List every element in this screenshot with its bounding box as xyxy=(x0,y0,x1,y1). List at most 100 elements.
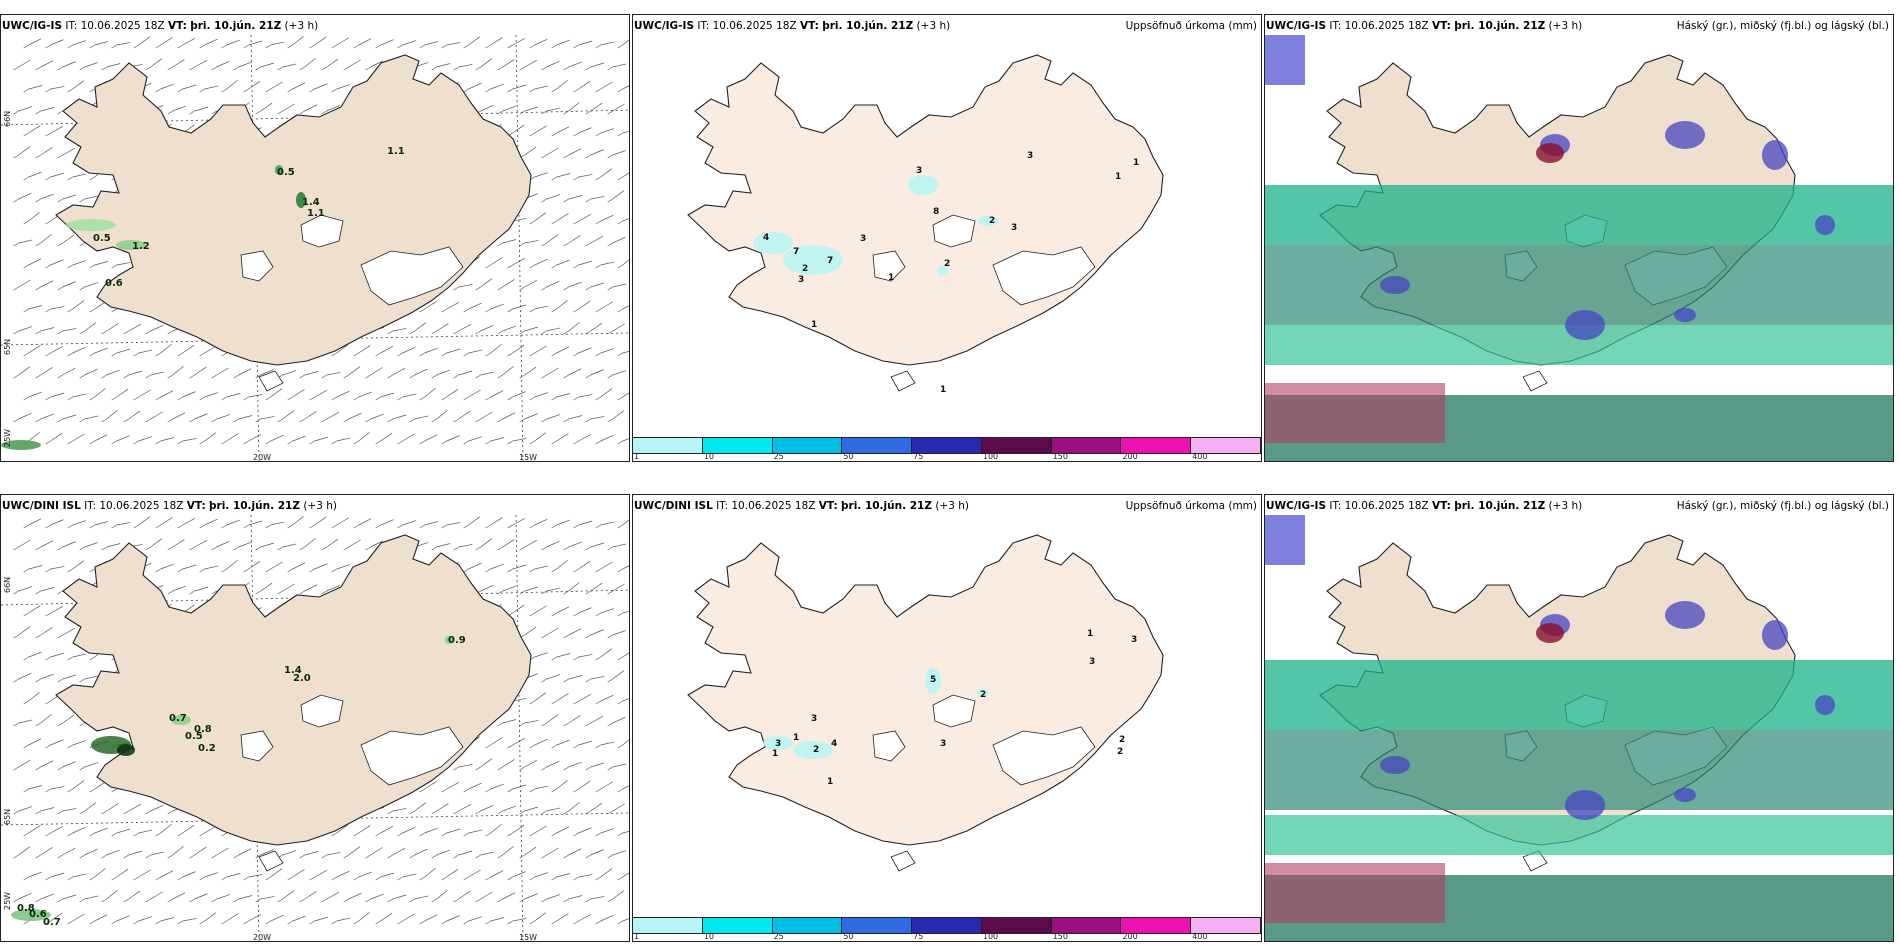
wind-barb-flag xyxy=(595,876,601,881)
wind-barb-flag xyxy=(607,66,613,71)
wind-barb xyxy=(84,802,97,812)
wind-barb xyxy=(172,892,186,900)
wind-barb xyxy=(424,41,439,46)
wind-barb-flag xyxy=(497,546,503,551)
wind-barb xyxy=(502,805,516,812)
wind-barb-flag xyxy=(321,66,327,71)
wind-barb xyxy=(534,125,547,134)
wind-barb-flag xyxy=(617,832,623,837)
wind-barb-flag xyxy=(409,898,415,903)
wind-barb xyxy=(40,847,53,856)
lat-label: 65N xyxy=(3,338,12,355)
wind-barb xyxy=(84,62,99,68)
wind-barb xyxy=(304,851,319,856)
wind-barb-flag xyxy=(189,66,195,71)
wind-barb xyxy=(282,410,295,420)
wind-barb xyxy=(248,874,263,878)
wind-barb xyxy=(468,829,483,834)
wind-barb xyxy=(436,803,449,812)
wind-barb-flag xyxy=(123,374,129,379)
glacier-outline xyxy=(872,250,906,282)
wind-barb xyxy=(326,372,341,376)
iceland-map xyxy=(687,534,1164,872)
wind-barb xyxy=(72,653,87,658)
wind-barb-flag xyxy=(133,832,139,837)
wind-barb-flag xyxy=(563,678,569,683)
wind-barb xyxy=(106,803,119,812)
wind-barb xyxy=(534,305,549,310)
wind-barb xyxy=(622,218,629,222)
wind-barb-flag xyxy=(563,198,569,203)
wind-barb-flag xyxy=(585,898,591,903)
panel-wind-row1: UWC/IG-IS IT: 10.06.2025 18Z VT: þri. 10… xyxy=(0,14,630,462)
wind-barb xyxy=(270,868,283,878)
wind-value: 0.5 xyxy=(93,233,111,244)
wind-barb-flag xyxy=(101,810,107,815)
wind-barb xyxy=(490,783,504,790)
wind-barb-flag xyxy=(45,700,51,705)
precip-value: 2 xyxy=(944,259,951,269)
wind-barb-flag xyxy=(607,286,613,291)
mid-cloud-blob xyxy=(1762,140,1788,170)
wind-barb xyxy=(380,392,395,398)
wind-barb xyxy=(512,84,527,90)
wind-barb xyxy=(480,538,493,548)
wind-barb xyxy=(50,826,64,834)
wind-barb-flag xyxy=(199,876,205,881)
wind-barb-flag xyxy=(529,700,535,705)
wind-barb-flag xyxy=(595,132,601,137)
panel-header: UWC/DINI ISL IT: 10.06.2025 18Z VT: þri.… xyxy=(634,500,969,512)
wind-barb xyxy=(358,871,372,878)
wind-barb-flag xyxy=(57,154,63,159)
wind-barb xyxy=(204,38,218,46)
wind-barb xyxy=(358,518,372,526)
wind-barb-flag xyxy=(419,396,425,401)
wind-barb xyxy=(490,257,503,266)
wind-barb xyxy=(380,826,394,834)
wind-barb-flag xyxy=(519,330,525,335)
wind-barb-flag xyxy=(79,66,85,71)
wind-barb xyxy=(436,849,450,856)
wind-barb-flag xyxy=(23,44,29,49)
wind-barb-flag xyxy=(573,176,579,181)
wind-barb-flag xyxy=(167,590,173,595)
wind-barb xyxy=(18,59,31,68)
wind-barb-flag xyxy=(375,352,381,357)
wind-barb-flag xyxy=(529,788,535,793)
precip-patches xyxy=(11,636,453,921)
wind-barb xyxy=(150,371,165,376)
wind-barb-flag xyxy=(541,810,547,815)
wind-barb-flag xyxy=(167,418,173,423)
wind-barb xyxy=(512,824,525,834)
wind-barb-flag xyxy=(541,418,547,423)
wind-barb-flag xyxy=(57,66,63,71)
wind-barb-flag xyxy=(541,374,547,379)
wind-barb xyxy=(138,36,151,46)
wind-barb xyxy=(512,258,526,266)
wind-barb xyxy=(116,388,129,398)
wind-barb xyxy=(216,894,231,900)
wind-barb-flag xyxy=(563,766,569,771)
wind-barb-flag xyxy=(453,898,459,903)
wind-barb-flag xyxy=(155,568,161,573)
wind-barb xyxy=(106,323,119,332)
wind-barb xyxy=(578,914,592,922)
precip-area xyxy=(978,216,998,226)
wind-barb-flag xyxy=(45,264,51,269)
precip-patch xyxy=(116,240,146,250)
wind-barb xyxy=(568,895,583,900)
colorbar-ticks: 1 10 25 50 75 100 150 200 400 xyxy=(633,932,1261,941)
wind-value: 0.5 xyxy=(277,167,295,178)
wind-barb xyxy=(62,281,76,288)
colorbar-tick-label: 200 xyxy=(1122,452,1138,461)
wind-barb-flag xyxy=(13,374,19,379)
wind-barb xyxy=(292,562,306,570)
wind-barb-flag xyxy=(79,766,85,771)
wind-barb xyxy=(182,918,197,922)
wind-barb xyxy=(436,369,450,376)
wind-barb-flag xyxy=(541,678,547,683)
wind-barb-flag xyxy=(475,766,481,771)
wind-barb-flag xyxy=(35,898,41,903)
wind-barb xyxy=(72,80,85,90)
wind-barb-flag xyxy=(255,66,261,71)
